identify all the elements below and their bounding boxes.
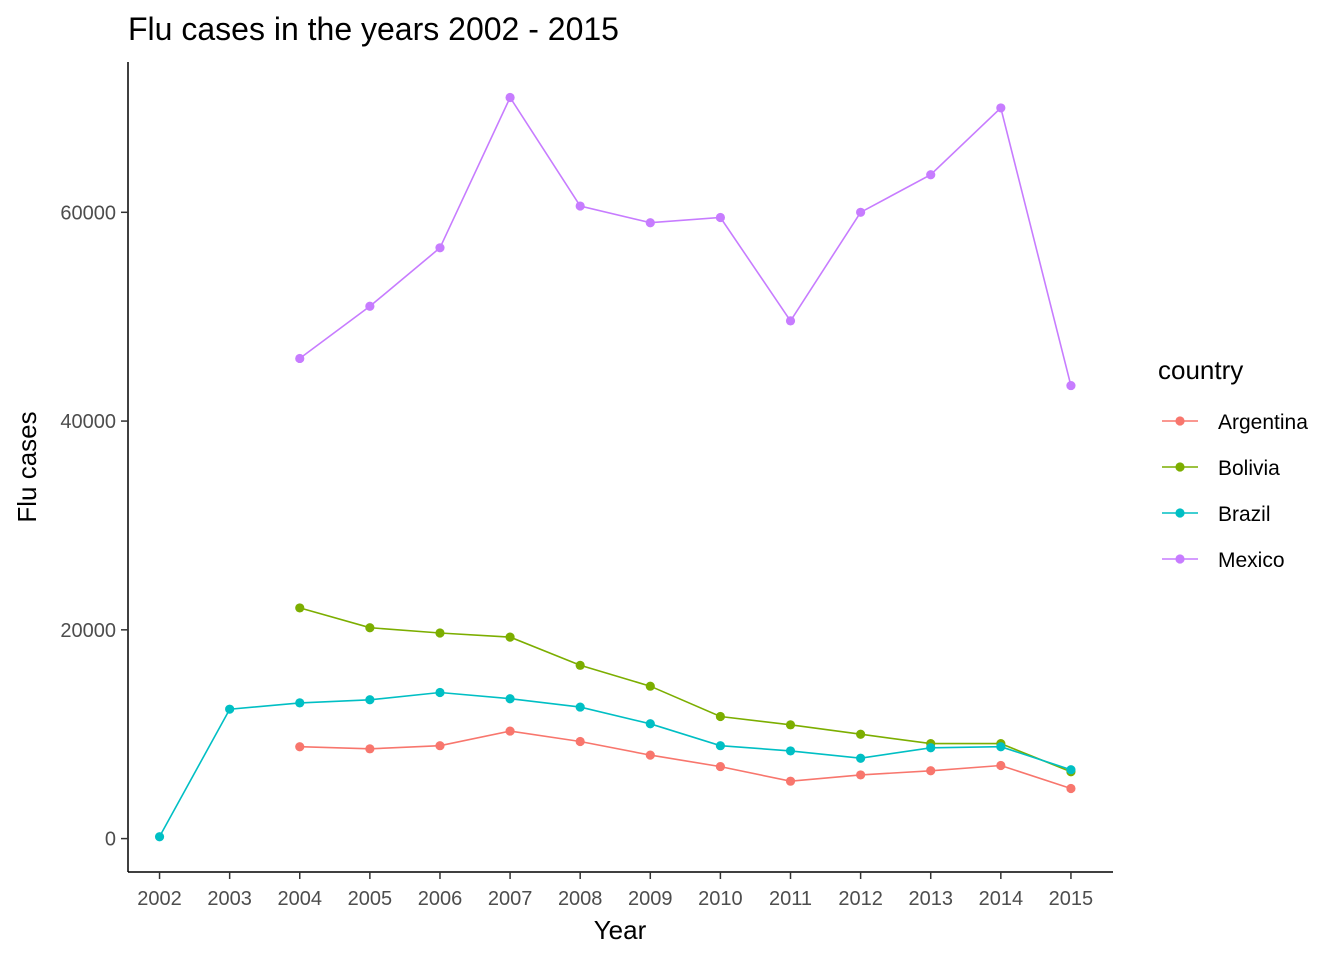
data-point-argentina bbox=[856, 770, 866, 780]
series-line-bolivia bbox=[299, 607, 1072, 773]
data-point-mexico bbox=[785, 316, 796, 326]
y-axis-title: Flu cases bbox=[12, 411, 42, 522]
legend-item-mexico: Mexico bbox=[1162, 549, 1285, 572]
series-bolivia bbox=[295, 603, 1076, 777]
x-tick-label: 2007 bbox=[488, 888, 533, 910]
data-point-brazil bbox=[435, 687, 445, 698]
x-tick-label: 2005 bbox=[348, 888, 393, 910]
data-point-mexico bbox=[575, 201, 585, 211]
legend-key-point bbox=[1175, 554, 1185, 564]
data-point-brazil bbox=[926, 743, 936, 753]
data-point-brazil bbox=[225, 704, 235, 714]
data-point-mexico bbox=[365, 301, 375, 311]
data-point-mexico bbox=[645, 218, 655, 228]
legend-item-brazil: Brazil bbox=[1162, 503, 1271, 526]
data-point-brazil bbox=[154, 832, 165, 842]
data-point-argentina bbox=[785, 776, 796, 786]
plot-area bbox=[154, 92, 1076, 842]
y-tick-label: 40000 bbox=[60, 411, 116, 433]
x-axis-title: Year bbox=[594, 915, 647, 945]
data-point-mexico bbox=[505, 92, 515, 103]
data-point-brazil bbox=[575, 702, 585, 712]
data-point-brazil bbox=[785, 746, 796, 756]
x-tick-label: 2011 bbox=[769, 888, 812, 910]
data-point-brazil bbox=[365, 695, 375, 705]
data-point-argentina bbox=[996, 760, 1006, 771]
data-point-brazil bbox=[856, 753, 866, 763]
x-tick-label: 2010 bbox=[698, 888, 743, 910]
y-tick-label: 0 bbox=[105, 829, 116, 851]
legend-key-point bbox=[1175, 508, 1185, 518]
data-point-mexico bbox=[1066, 380, 1076, 391]
data-point-argentina bbox=[715, 761, 726, 772]
legend-label: Brazil bbox=[1218, 503, 1271, 526]
legend-key-point bbox=[1175, 416, 1185, 426]
data-point-bolivia bbox=[295, 603, 305, 613]
legend-item-bolivia: Bolivia bbox=[1162, 457, 1280, 480]
data-point-bolivia bbox=[645, 681, 655, 691]
series-line-mexico bbox=[299, 95, 1072, 386]
legend: country Argentina Bolivia Brazil Mexico bbox=[1158, 355, 1308, 572]
x-tick-label: 2013 bbox=[908, 888, 953, 910]
data-point-argentina bbox=[295, 742, 305, 752]
x-tick-label: 2006 bbox=[418, 888, 463, 910]
data-point-mexico bbox=[926, 170, 936, 180]
data-point-bolivia bbox=[856, 729, 866, 739]
data-point-brazil bbox=[1066, 765, 1076, 775]
data-point-bolivia bbox=[715, 711, 726, 722]
data-point-argentina bbox=[575, 736, 585, 747]
data-point-argentina bbox=[926, 766, 936, 776]
series-line-argentina bbox=[299, 730, 1072, 790]
x-tick-label: 2004 bbox=[278, 888, 323, 910]
data-point-mexico bbox=[715, 212, 726, 223]
legend-key-point bbox=[1175, 462, 1185, 472]
x-axis-ticks: 2002 2003 2004 2005 2006 2007 2008 2009 2010 2011… bbox=[137, 872, 1093, 910]
data-point-bolivia bbox=[505, 632, 515, 642]
data-point-argentina bbox=[365, 744, 375, 754]
data-point-argentina bbox=[435, 741, 445, 751]
legend-label: Mexico bbox=[1218, 549, 1285, 572]
data-point-brazil bbox=[295, 698, 305, 708]
x-tick-label: 2012 bbox=[838, 888, 883, 910]
y-axis-ticks: 0 20000 40000 60000 bbox=[60, 202, 128, 851]
legend-item-argentina: Argentina bbox=[1162, 411, 1308, 434]
y-tick-label: 20000 bbox=[60, 620, 116, 642]
data-point-mexico bbox=[856, 207, 866, 217]
x-tick-label: 2002 bbox=[137, 888, 182, 910]
series-argentina bbox=[295, 726, 1076, 794]
x-tick-label: 2014 bbox=[979, 888, 1024, 910]
data-point-bolivia bbox=[435, 628, 445, 638]
data-point-brazil bbox=[715, 741, 726, 751]
data-point-mexico bbox=[295, 353, 305, 364]
data-point-bolivia bbox=[785, 720, 796, 730]
data-point-brazil bbox=[996, 742, 1006, 752]
series-brazil bbox=[154, 687, 1076, 842]
x-tick-label: 2008 bbox=[558, 888, 603, 910]
y-tick-label: 60000 bbox=[60, 202, 116, 224]
data-point-mexico bbox=[435, 243, 445, 253]
data-point-bolivia bbox=[575, 660, 585, 670]
data-point-brazil bbox=[645, 719, 655, 729]
x-tick-label: 2003 bbox=[207, 888, 252, 910]
series-mexico bbox=[295, 92, 1076, 391]
legend-label: Argentina bbox=[1218, 411, 1308, 434]
series-line-brazil bbox=[158, 691, 1072, 838]
legend-label: Bolivia bbox=[1218, 457, 1280, 480]
x-tick-label: 2009 bbox=[628, 888, 673, 910]
legend-title: country bbox=[1158, 355, 1243, 385]
data-point-bolivia bbox=[365, 623, 375, 633]
data-point-argentina bbox=[1066, 783, 1076, 794]
data-point-argentina bbox=[645, 750, 655, 760]
data-point-mexico bbox=[996, 103, 1006, 113]
x-tick-label: 2015 bbox=[1049, 888, 1094, 910]
data-point-argentina bbox=[505, 726, 515, 736]
data-point-brazil bbox=[505, 694, 515, 704]
chart-title: Flu cases in the years 2002 - 2015 bbox=[128, 11, 619, 47]
